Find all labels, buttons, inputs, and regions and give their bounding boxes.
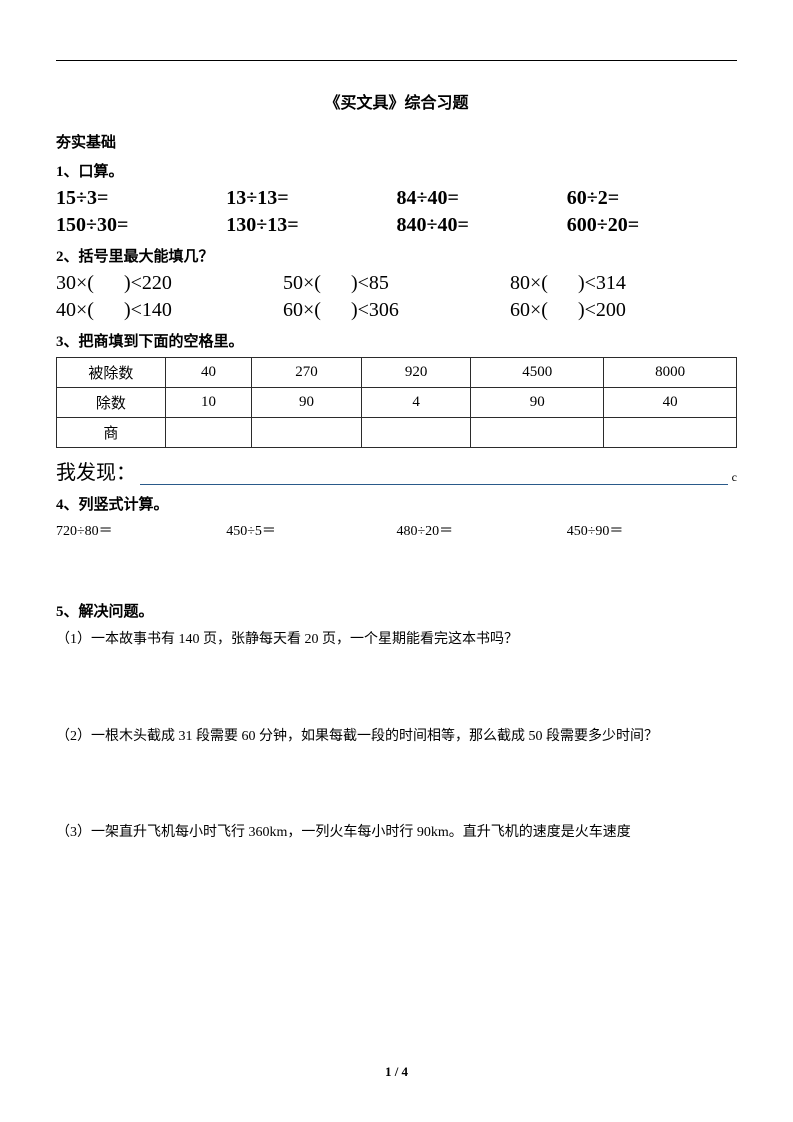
q3-discover-label: 我发现： <box>56 456 140 485</box>
q4-heading: 4、列竖式计算。 <box>56 493 737 514</box>
q3-divisor-1: 90 <box>252 388 362 418</box>
q1-r1-c4: 60÷2= <box>567 187 737 210</box>
q3-quotient-4 <box>604 418 737 448</box>
q4-item-0: 720÷80＝ <box>56 520 226 540</box>
q1-r1-c1: 15÷3= <box>56 187 226 210</box>
q2-r1-c3: 80×( )<314 <box>510 272 737 295</box>
table-row: 被除数 40 270 920 4500 8000 <box>57 358 737 388</box>
page-footer: 1 / 4 <box>0 1064 793 1080</box>
q3-label-dividend: 被除数 <box>57 358 166 388</box>
q2-heading: 2、括号里最大能填几？ <box>56 245 737 266</box>
q1-r2-c3: 840÷40= <box>397 214 567 237</box>
q3-quotient-3 <box>471 418 604 448</box>
q1-row-2: 150÷30= 130÷13= 840÷40= 600÷20= <box>56 214 737 237</box>
q5-heading: 5、解决问题。 <box>56 600 737 621</box>
top-rule <box>56 60 737 61</box>
q4-item-2: 480÷20＝ <box>397 520 567 540</box>
q5-item-1: （1）一本故事书有 140 页，张静每天看 20 页，一个星期能看完这本书吗？ <box>56 627 737 654</box>
q5-item-2: （2）一根木头截成 31 段需要 60 分钟，如果每截一段的时间相等，那么截成 … <box>56 724 737 751</box>
q3-label-quotient: 商 <box>57 418 166 448</box>
q2-r2-c2: 60×( )<306 <box>283 299 510 322</box>
foundation-heading: 夯实基础 <box>56 131 737 152</box>
q1-r2-c4: 600÷20= <box>567 214 737 237</box>
q1-r1-c2: 13÷13= <box>226 187 396 210</box>
q3-label-divisor: 除数 <box>57 388 166 418</box>
q3-dividend-0: 40 <box>165 358 251 388</box>
q3-discover-tail: c <box>728 470 737 485</box>
q2-row-2: 40×( )<140 60×( )<306 60×( )<200 <box>56 299 737 322</box>
q3-divisor-4: 40 <box>604 388 737 418</box>
q3-divisor-3: 90 <box>471 388 604 418</box>
q3-table-wrap: 被除数 40 270 920 4500 8000 除数 10 90 4 90 4… <box>56 357 737 448</box>
q2-row-1: 30×( )<220 50×( )<85 80×( )<314 <box>56 272 737 295</box>
q3-discover-line <box>140 467 728 485</box>
q3-dividend-1: 270 <box>252 358 362 388</box>
q1-r2-c2: 130÷13= <box>226 214 396 237</box>
q3-divisor-0: 10 <box>165 388 251 418</box>
q3-dividend-4: 8000 <box>604 358 737 388</box>
q3-dividend-3: 4500 <box>471 358 604 388</box>
q1-row-1: 15÷3= 13÷13= 84÷40= 60÷2= <box>56 187 737 210</box>
q3-discover-row: 我发现： c <box>56 456 737 485</box>
table-row: 除数 10 90 4 90 40 <box>57 388 737 418</box>
q2-r2-c1: 40×( )<140 <box>56 299 283 322</box>
q4-item-3: 450÷90＝ <box>567 520 737 540</box>
q1-r1-c3: 84÷40= <box>397 187 567 210</box>
q3-divisor-2: 4 <box>361 388 471 418</box>
q1-heading: 1、口算。 <box>56 160 737 181</box>
q1-r2-c1: 150÷30= <box>56 214 226 237</box>
q3-quotient-2 <box>361 418 471 448</box>
q3-heading: 3、把商填到下面的空格里。 <box>56 330 737 351</box>
q2-r2-c3: 60×( )<200 <box>510 299 737 322</box>
q3-quotient-0 <box>165 418 251 448</box>
q3-table: 被除数 40 270 920 4500 8000 除数 10 90 4 90 4… <box>56 357 737 448</box>
q3-quotient-1 <box>252 418 362 448</box>
q3-dividend-2: 920 <box>361 358 471 388</box>
q5-item-3: （3）一架直升飞机每小时飞行 360km，一列火车每小时行 90km。直升飞机的… <box>56 820 737 847</box>
q4-row: 720÷80＝ 450÷5＝ 480÷20＝ 450÷90＝ <box>56 520 737 540</box>
table-row: 商 <box>57 418 737 448</box>
q4-item-1: 450÷5＝ <box>226 520 396 540</box>
page-title: 《买文具》综合习题 <box>56 89 737 113</box>
q2-r1-c1: 30×( )<220 <box>56 272 283 295</box>
q2-r1-c2: 50×( )<85 <box>283 272 510 295</box>
